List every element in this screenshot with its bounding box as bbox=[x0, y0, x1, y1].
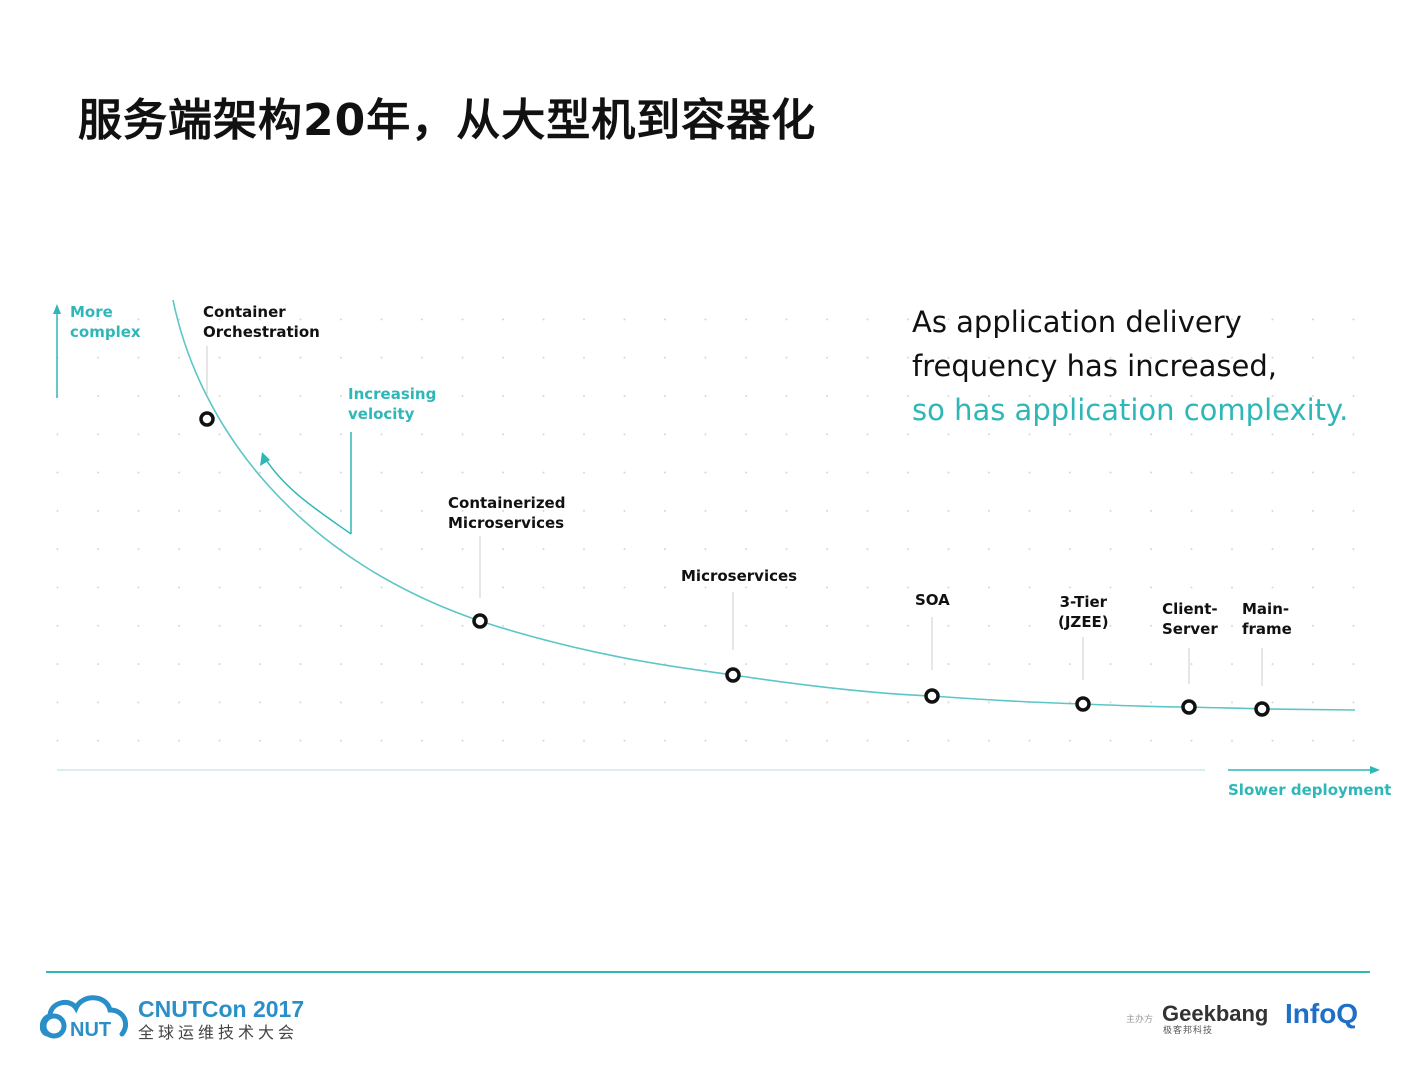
footer-divider bbox=[46, 971, 1370, 973]
velocity-label-line: Increasing bbox=[348, 385, 437, 403]
stage-label-line: Server bbox=[1162, 620, 1218, 638]
stage-marker bbox=[199, 411, 215, 427]
dot-grid bbox=[55, 305, 1380, 745]
conference-subtitle: 全球运维技术大会 bbox=[138, 1023, 299, 1042]
y-axis-label-line: complex bbox=[70, 323, 141, 341]
leader-lines bbox=[206, 346, 1263, 686]
geekbang-logo: Geekbang bbox=[1162, 1001, 1269, 1026]
stage-label-containerized-microservices: Containerized Microservices bbox=[448, 493, 565, 533]
y-axis-arrowhead bbox=[53, 304, 61, 314]
stage-marker bbox=[1181, 699, 1197, 715]
stage-label-client-server: Client- Server bbox=[1162, 599, 1218, 639]
stage-label-line: SOA bbox=[915, 591, 950, 609]
stage-label-container-orchestration: Container Orchestration bbox=[203, 302, 320, 342]
stage-label-line: frame bbox=[1242, 620, 1292, 638]
stage-marker bbox=[924, 688, 940, 704]
stage-label-line: Microservices bbox=[681, 567, 798, 585]
stage-label-microservices: Microservices bbox=[681, 566, 797, 586]
headline: As application delivery frequency has in… bbox=[912, 300, 1348, 432]
conference-name: CNUTCon 2017 bbox=[138, 996, 305, 1022]
complexity-curve bbox=[172, 299, 1356, 711]
stage-label-line: 3-Tier bbox=[1059, 593, 1108, 611]
evolution-diagram bbox=[53, 299, 1380, 774]
stage-label-line: Containerized bbox=[448, 494, 566, 512]
x-axis-arrowhead bbox=[1370, 766, 1380, 774]
stage-marker bbox=[725, 667, 741, 683]
velocity-label: Increasing velocity bbox=[348, 384, 436, 424]
svg-text:NUT: NUT bbox=[70, 1019, 111, 1040]
stage-label-line: Microservices bbox=[448, 514, 565, 532]
stage-label-line: Container bbox=[203, 303, 286, 321]
stage-label-line: Client- bbox=[1162, 600, 1218, 618]
stage-label-line: Orchestration bbox=[203, 323, 320, 341]
headline-line-2: frequency has increased, bbox=[912, 349, 1278, 383]
stage-marker bbox=[1075, 696, 1091, 712]
velocity-arrowhead bbox=[260, 452, 270, 466]
stage-label-line: (JZEE) bbox=[1058, 613, 1109, 631]
y-axis-label: More complex bbox=[70, 302, 141, 342]
headline-line-1: As application delivery bbox=[912, 305, 1242, 339]
stage-label-soa: SOA bbox=[915, 590, 950, 610]
stage-marker bbox=[472, 613, 488, 629]
geekbang-cn-name: 极客邦科技 bbox=[1163, 1026, 1214, 1036]
cnut-cloud-logo: NUT bbox=[40, 995, 128, 1040]
stage-label-mainframe: Main- frame bbox=[1242, 599, 1292, 639]
infoq-logo: InfoQ bbox=[1285, 998, 1359, 1029]
stage-label-3-tier: 3-Tier (JZEE) bbox=[1058, 592, 1109, 632]
host-label: 主办方 bbox=[1126, 1015, 1154, 1025]
velocity-arrow bbox=[264, 457, 352, 535]
velocity-label-line: velocity bbox=[348, 405, 415, 423]
stage-label-line: Main- bbox=[1242, 600, 1290, 618]
headline-line-3: so has application complexity. bbox=[912, 393, 1349, 427]
slide-title: 服务端架构20年，从大型机到容器化 bbox=[78, 95, 817, 146]
x-axis-label: Slower deployment bbox=[1228, 781, 1392, 799]
stage-marker bbox=[1254, 701, 1270, 717]
y-axis-label-line: More bbox=[70, 303, 113, 321]
